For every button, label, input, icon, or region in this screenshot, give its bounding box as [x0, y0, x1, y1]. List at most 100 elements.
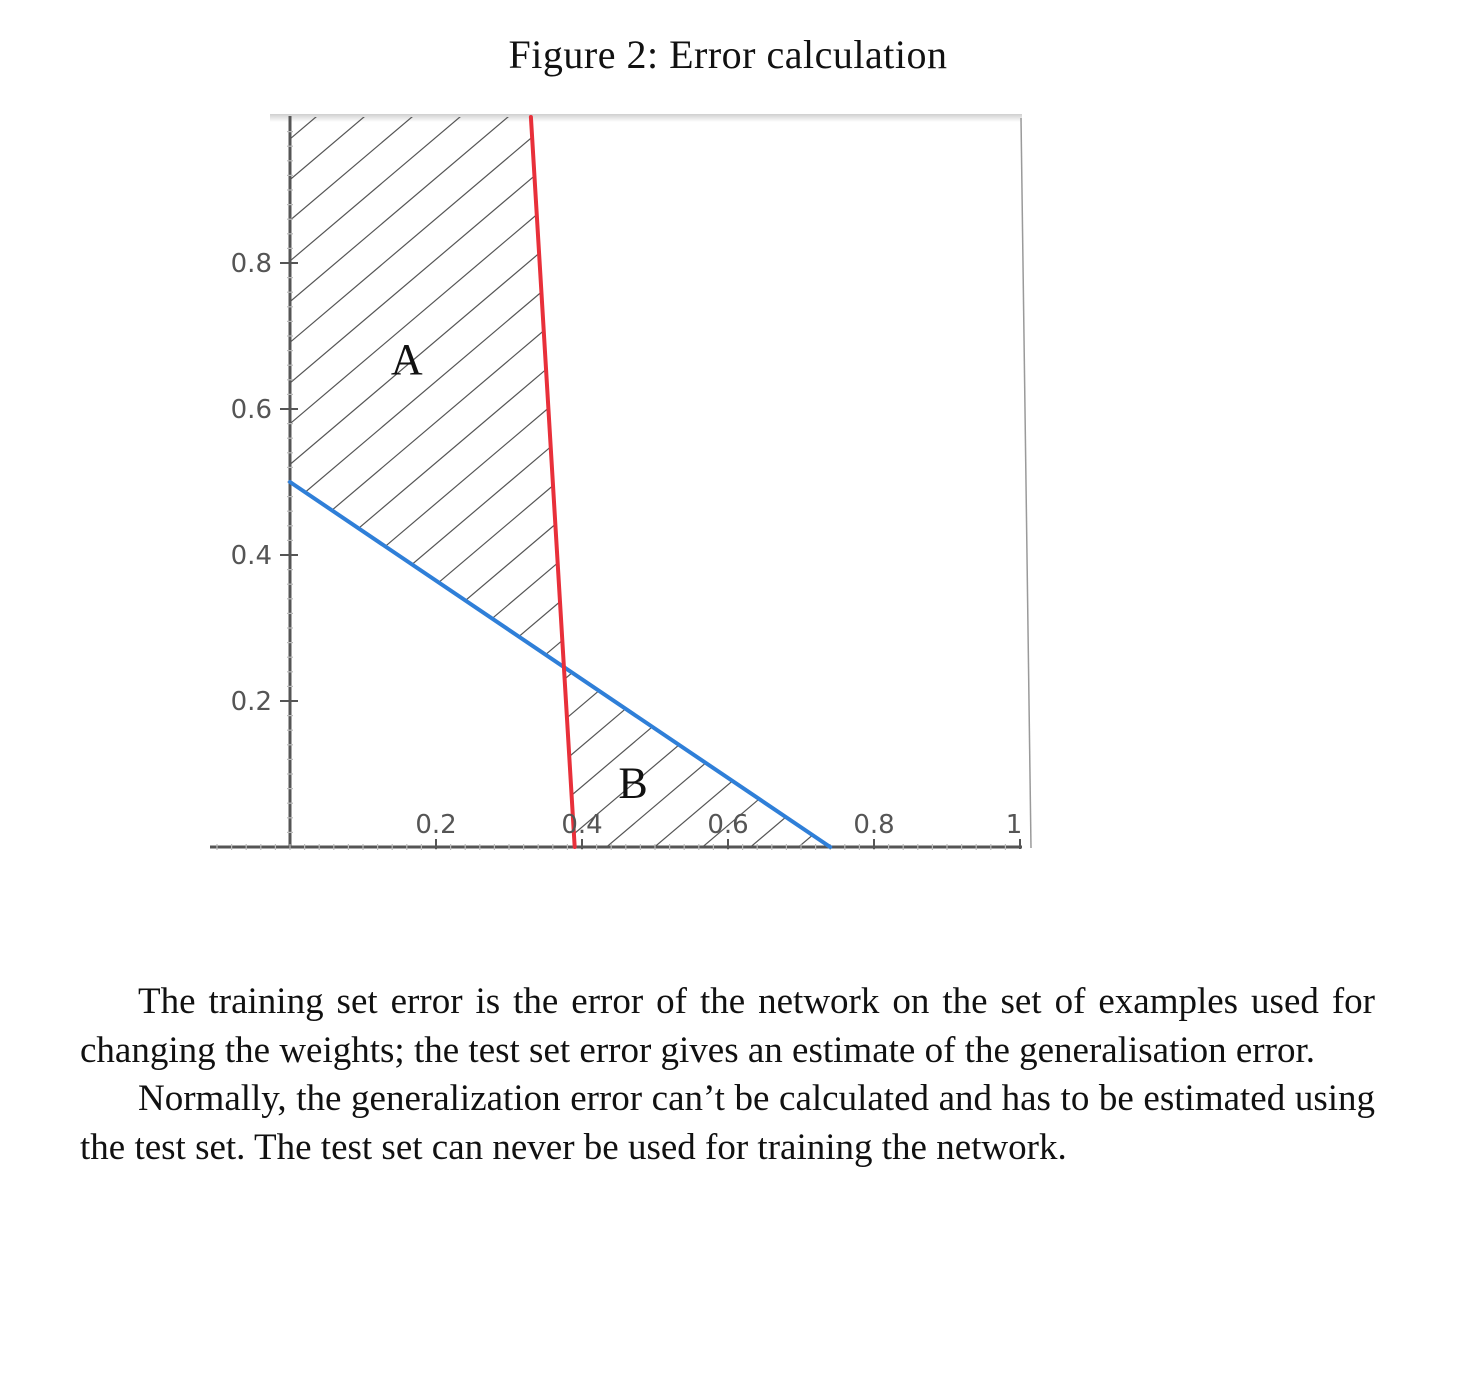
hatch-line: [640, 0, 1476, 900]
hatch-line: [783, 667, 831, 847]
hatch-line: [832, 0, 1476, 900]
hatch-line: [290, 117, 564, 668]
hatch-line: [0, 0, 262, 900]
hatch-line: [563, 667, 831, 847]
x-tick-label: 0.4: [561, 810, 602, 840]
hatch-line: [290, 117, 564, 668]
hatch-line: [563, 667, 831, 847]
y-tick-label: 0.8: [231, 249, 272, 279]
paragraph-1: The training set error is the error of t…: [80, 981, 1375, 1071]
hatch-line: [1360, 0, 1476, 900]
hatch-line: [1408, 0, 1476, 900]
hatch-line: [591, 667, 831, 847]
hatch-line: [1360, 0, 1476, 900]
hatch-line: [290, 117, 407, 668]
plot-right-edge: [1020, 117, 1032, 849]
hatch-line: [880, 0, 1476, 900]
hatch-line: [1216, 0, 1476, 900]
y-tick-label: 0.2: [231, 687, 272, 717]
hatch-line: [976, 0, 1476, 900]
hatch-line: [290, 117, 359, 668]
hatch-line: [784, 0, 1476, 900]
hatch-line: [563, 667, 831, 847]
hatch-line: [290, 117, 564, 668]
hatch-line: [290, 117, 564, 668]
hatch-line: [1312, 0, 1476, 900]
hatch-line: [563, 667, 831, 847]
hatch-line: [563, 667, 831, 847]
hatch-line: [399, 117, 564, 668]
hatch-line: [290, 117, 551, 668]
hatch-line: [290, 117, 564, 668]
hatch-line: [880, 0, 1476, 900]
hatch-line: [563, 667, 831, 847]
hatch-line: [563, 667, 831, 847]
hatch-line: [688, 0, 1476, 900]
hatch-line: [563, 667, 831, 847]
red-boundary-line: [528, 115, 577, 849]
hatch-line: [563, 667, 599, 847]
hatch-line: [1072, 0, 1476, 900]
hatch-line: [290, 117, 564, 668]
hatch-line: [290, 117, 311, 668]
hatch-line: [687, 667, 831, 847]
hatch-line: [303, 117, 564, 668]
hatch-line: [290, 117, 564, 668]
hatch-line: [1168, 0, 1476, 900]
region-b-hatch: [0, 0, 1476, 900]
series-lines: [288, 115, 833, 849]
hatch-line: [447, 117, 564, 668]
error-calculation-chart: 0.2 0.4 0.6 0.8 0.2 0.4 0.6 0.8 1 A B: [0, 0, 1476, 900]
hatch-line: [928, 0, 1476, 900]
hatch-line: [290, 117, 564, 668]
hatch-line: [976, 0, 1476, 900]
hatch-line: [0, 0, 310, 900]
hatch-line: [1456, 0, 1476, 900]
hatch-line: [736, 0, 1476, 900]
hatch-line: [290, 117, 564, 668]
hatch-line: [1168, 0, 1476, 900]
x-tick-label: 1: [1006, 810, 1023, 840]
figure: 0.2 0.4 0.6 0.8 0.2 0.4 0.6 0.8 1 A B: [0, 0, 1476, 900]
hatch-line: [1312, 0, 1476, 900]
y-tick-label: 0.4: [231, 541, 272, 571]
hatch-line: [0, 0, 550, 900]
region-a-hatch: [0, 0, 1476, 900]
hatch-line: [1024, 0, 1476, 900]
hatch-line: [1120, 0, 1476, 900]
y-tick-label: 0.6: [231, 395, 272, 425]
plot-top-edge: [270, 114, 1022, 122]
hatch-line: [0, 0, 454, 900]
hatch-line: [1456, 0, 1476, 900]
hatch-line: [563, 667, 831, 847]
hatch-line: [0, 0, 358, 900]
hatch-line: [1024, 0, 1476, 900]
paragraph-2: Normally, the generalization error can’t…: [80, 1078, 1375, 1168]
hatch-line: [735, 667, 831, 847]
blue-boundary-line: [288, 480, 833, 849]
hatch-line: [639, 667, 831, 847]
hatch-line: [290, 117, 455, 668]
hatch-line: [290, 117, 564, 668]
hatch-line: [1120, 0, 1476, 900]
hatch-line: [563, 667, 831, 847]
hatch-line: [563, 667, 831, 847]
x-tick-label: 0.8: [853, 810, 894, 840]
hatch-line: [563, 667, 831, 847]
hatch-line: [563, 667, 831, 847]
region-label-b: B: [618, 758, 647, 807]
hatch-line: [563, 667, 791, 847]
hatch-line: [290, 117, 564, 668]
region-label-a: A: [391, 335, 423, 384]
hatch-line: [290, 117, 564, 668]
hatch-line: [563, 667, 831, 847]
hatch-line: [928, 0, 1476, 900]
body-text: The training set error is the error of t…: [80, 978, 1375, 1172]
hatch-line: [832, 0, 1476, 900]
hatch-line: [543, 117, 564, 668]
hatch-line: [1264, 0, 1476, 900]
hatch-line: [592, 0, 1476, 900]
hatch-line: [290, 117, 503, 668]
hatch-line: [0, 0, 406, 900]
hatch-line: [1216, 0, 1476, 900]
